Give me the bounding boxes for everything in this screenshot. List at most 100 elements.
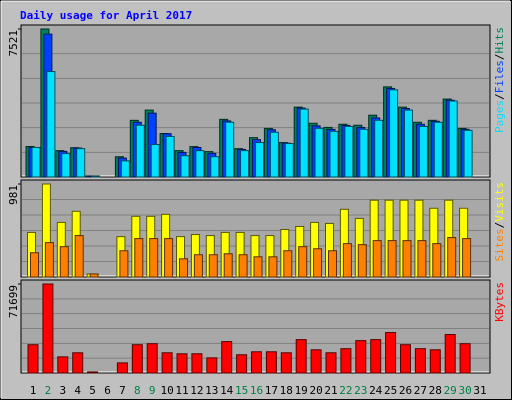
bar: [400, 344, 411, 374]
x-tick-label: 18: [280, 384, 293, 397]
legend-entry: Files: [493, 60, 506, 93]
bar: [295, 339, 307, 374]
x-tick-label: 21: [324, 384, 337, 397]
bar: [44, 242, 54, 278]
bar: [89, 273, 99, 278]
legend-entry: KBytes: [493, 282, 506, 322]
bar: [221, 341, 233, 374]
bar: [236, 354, 248, 374]
bar: [389, 89, 399, 178]
bar: [240, 150, 250, 178]
bar: [370, 339, 382, 374]
legend: KBytes: [493, 282, 506, 322]
bar: [59, 246, 69, 278]
bar: [61, 153, 71, 178]
bar: [74, 235, 84, 278]
bar: [210, 156, 220, 178]
x-tick-label: 20: [309, 384, 322, 397]
bar: [131, 344, 143, 374]
bar: [91, 175, 101, 178]
bar: [359, 128, 369, 178]
bar: [328, 250, 337, 278]
bar: [432, 243, 442, 278]
x-tick-label: 17: [265, 384, 278, 397]
bar: [27, 344, 39, 374]
bar: [76, 148, 86, 178]
bar: [253, 256, 263, 278]
bar: [161, 352, 173, 374]
bar: [269, 131, 279, 178]
bar: [357, 244, 367, 278]
x-tick-label: 6: [104, 384, 111, 397]
bar: [385, 332, 397, 374]
bar: [72, 352, 84, 374]
bar: [429, 349, 441, 374]
bar: [344, 125, 354, 178]
x-tick-label: 25: [384, 384, 397, 397]
legend-entry: Sites: [493, 228, 506, 261]
legend-separator: /: [493, 54, 506, 61]
x-tick-label: 26: [399, 384, 412, 397]
x-tick-label: 29: [444, 384, 457, 397]
bar: [135, 124, 145, 178]
x-tick-label: 24: [369, 384, 383, 397]
x-tick-label: 30: [458, 384, 471, 397]
bar: [238, 254, 248, 278]
x-tick-label: 31: [473, 384, 486, 397]
bar: [459, 343, 471, 374]
legend-entry: Hits: [493, 27, 506, 54]
x-tick-label: 4: [74, 384, 81, 397]
bar: [193, 254, 203, 278]
bar: [268, 256, 278, 278]
bar: [372, 240, 382, 278]
x-tick-label: 5: [89, 384, 96, 397]
bar: [208, 254, 218, 278]
bar: [265, 351, 277, 374]
bar: [462, 238, 472, 278]
y-tick-label: 981: [7, 185, 20, 205]
bar: [150, 144, 160, 178]
x-tick-label: 8: [134, 384, 141, 397]
bar: [120, 160, 130, 178]
bar: [179, 258, 188, 278]
bar: [30, 252, 39, 278]
x-tick-label: 9: [149, 384, 156, 397]
legend-separator: /: [493, 222, 506, 229]
bar: [325, 352, 337, 374]
legend-entry: Pages: [493, 100, 506, 133]
x-tick-label: 10: [160, 384, 173, 397]
x-tick-label: 27: [414, 384, 427, 397]
bar: [299, 108, 309, 178]
bar: [31, 146, 41, 178]
bar: [448, 100, 458, 178]
x-tick-label: 12: [190, 384, 203, 397]
x-tick-label: 23: [354, 384, 367, 397]
bar: [119, 250, 129, 278]
bar: [463, 129, 473, 178]
x-tick-label: 11: [175, 384, 188, 397]
bar: [280, 352, 292, 374]
bar: [417, 240, 427, 278]
bar: [314, 127, 324, 178]
x-tick-label: 16: [250, 384, 263, 397]
bar: [329, 130, 339, 178]
bar: [42, 283, 54, 374]
y-tick-label: 71699: [7, 285, 20, 318]
legend: Sites/Visits: [493, 182, 506, 262]
bar: [387, 240, 397, 278]
bar: [206, 357, 218, 374]
bar: [195, 150, 205, 178]
bar: [255, 142, 264, 178]
bar: [57, 356, 69, 374]
bar: [414, 348, 426, 374]
bar: [176, 353, 188, 374]
bar: [355, 340, 367, 374]
bar: [134, 238, 144, 278]
bar: [444, 334, 456, 374]
bar: [165, 135, 175, 178]
bar: [149, 238, 159, 278]
bar: [251, 351, 262, 374]
x-tick-label: 2: [45, 384, 52, 397]
bar: [87, 371, 99, 374]
